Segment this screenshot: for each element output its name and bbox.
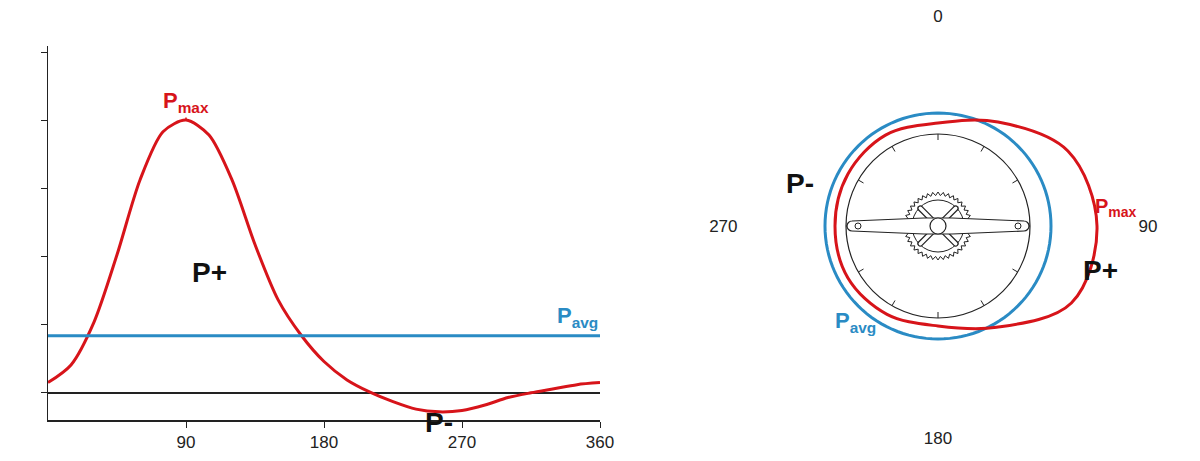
svg-text:P-: P- — [425, 407, 453, 438]
svg-text:0: 0 — [933, 7, 942, 26]
svg-text:270: 270 — [709, 217, 737, 236]
svg-text:360: 360 — [586, 433, 614, 452]
svg-text:270: 270 — [448, 433, 476, 452]
svg-text:180: 180 — [924, 429, 952, 448]
svg-text:90: 90 — [1139, 217, 1158, 236]
svg-text:P​max​: P​max​ — [1095, 195, 1137, 220]
svg-text:180: 180 — [310, 433, 338, 452]
svg-text:P+: P+ — [1083, 255, 1118, 286]
svg-text:P​max​: P​max​ — [163, 88, 209, 116]
svg-text:P-: P- — [786, 168, 814, 199]
svg-text:P+: P+ — [192, 257, 227, 288]
svg-text:P​avg​: P​avg​ — [557, 303, 598, 331]
svg-text:P​avg​: P​avg​ — [835, 308, 876, 336]
svg-text:90: 90 — [177, 433, 196, 452]
